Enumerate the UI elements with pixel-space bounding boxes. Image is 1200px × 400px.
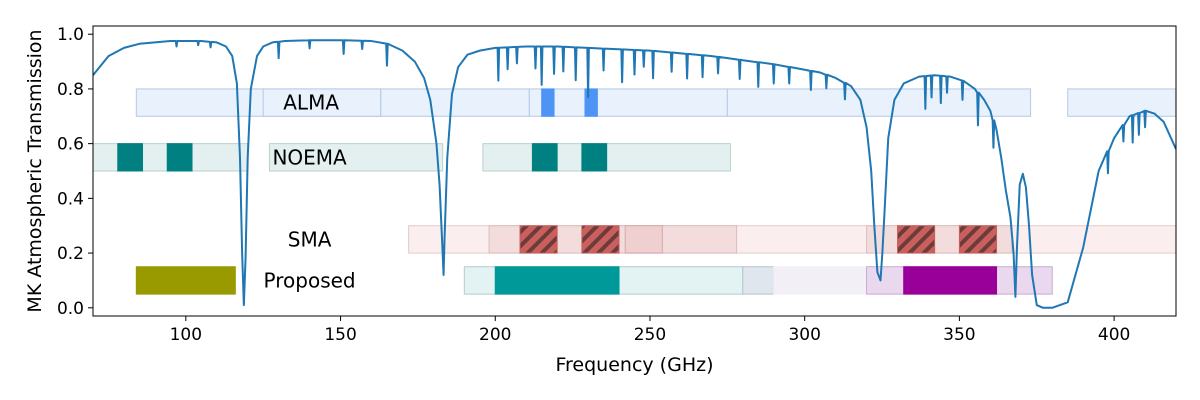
band-alma-2: [380, 88, 530, 117]
x-tick-label: 400: [1098, 325, 1130, 345]
band-proposed-23: [135, 266, 236, 295]
band-proposed-29: [903, 266, 998, 295]
x-tick-label: 300: [788, 325, 820, 345]
band-proposed-26: [742, 266, 775, 295]
band-alma-3: [528, 88, 728, 117]
band-alma-5: [1067, 88, 1176, 117]
band-label-alma: ALMA: [283, 91, 339, 115]
band-alma-7: [584, 88, 598, 117]
band-alma-1: [262, 88, 382, 117]
y-tick-label: 0.0: [57, 299, 84, 319]
band-label-sma: SMA: [288, 227, 332, 251]
band-sma-19: [519, 225, 558, 254]
band-sma-21: [897, 225, 936, 254]
band-alma-6: [541, 88, 555, 117]
curve-layer: [93, 39, 1176, 309]
band-noema-9: [268, 143, 444, 172]
x-tick-label: 350: [943, 325, 975, 345]
x-tick-label: 250: [634, 325, 666, 345]
y-tick-label: 0.6: [57, 135, 84, 155]
band-noema-12: [166, 143, 193, 172]
band-proposed-27: [773, 266, 868, 295]
x-tick-label: 150: [324, 325, 356, 345]
band-sma-20: [581, 225, 620, 254]
y-axis: 0.0 0.2 0.4 0.6 0.8 1.0: [57, 25, 93, 319]
band-noema-13: [531, 143, 558, 172]
y-tick-label: 1.0: [57, 25, 84, 45]
x-axis-label: Frequency (GHz): [555, 354, 713, 376]
band-proposed-25: [494, 266, 620, 295]
y-tick-label: 0.4: [57, 189, 84, 209]
transmission-curve: [93, 39, 1176, 309]
band-sma-18: [624, 225, 663, 254]
band-label-proposed: Proposed: [264, 268, 356, 292]
band-sma-22: [958, 225, 998, 254]
y-tick-label: 0.8: [57, 80, 84, 100]
y-axis-label: MK Atmospheric Transmission: [24, 29, 46, 312]
x-axis: 100 150 200 250 300 350 400: [170, 316, 1130, 345]
band-noema-11: [117, 143, 144, 172]
y-tick-label: 0.2: [57, 244, 84, 264]
band-layer: [93, 88, 1176, 295]
x-tick-label: 200: [479, 325, 511, 345]
band-labels: ALMA NOEMA SMA Proposed: [264, 91, 356, 293]
band-noema-14: [581, 143, 608, 172]
x-tick-label: 100: [170, 325, 202, 345]
plot-frame: [92, 25, 1177, 317]
band-label-noema: NOEMA: [272, 145, 347, 169]
